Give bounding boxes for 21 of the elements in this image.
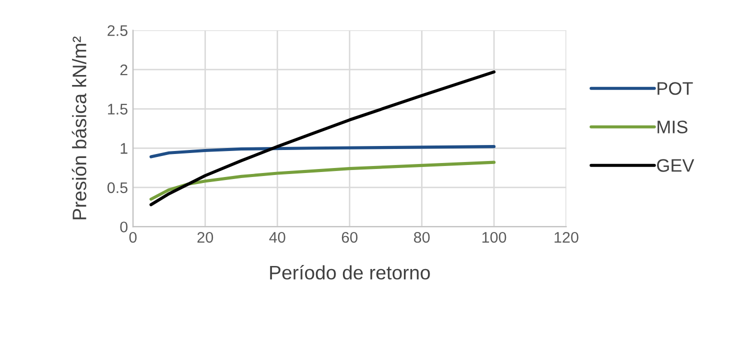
x-tick-label: 40	[269, 232, 286, 243]
y-tick-label: 2	[120, 64, 128, 76]
x-tick-label: 20	[197, 232, 214, 243]
y-axis-title: Presión básica kN/m²	[72, 36, 86, 220]
legend-label: POT	[658, 82, 693, 95]
x-tick-label: 80	[414, 232, 430, 243]
line-series	[149, 160, 496, 201]
x-tick-label: 60	[342, 232, 358, 243]
x-tick-label: 0	[129, 232, 137, 243]
x-tick-label: 100	[482, 232, 506, 243]
legend-label: GEV	[657, 159, 694, 172]
x-axis-title: Período de retorno	[270, 265, 430, 280]
y-tick-label: 1.5	[108, 104, 128, 115]
line-series	[149, 145, 496, 158]
x-tick-label: 120	[554, 232, 578, 243]
y-tick-label: 1	[120, 143, 128, 154]
y-tick-label: 0	[120, 222, 128, 232]
legend-label: MIS	[658, 120, 688, 134]
y-tick-label: 2.5	[108, 25, 128, 36]
y-tick-label: 0.5	[107, 182, 128, 194]
line-series	[149, 70, 496, 206]
